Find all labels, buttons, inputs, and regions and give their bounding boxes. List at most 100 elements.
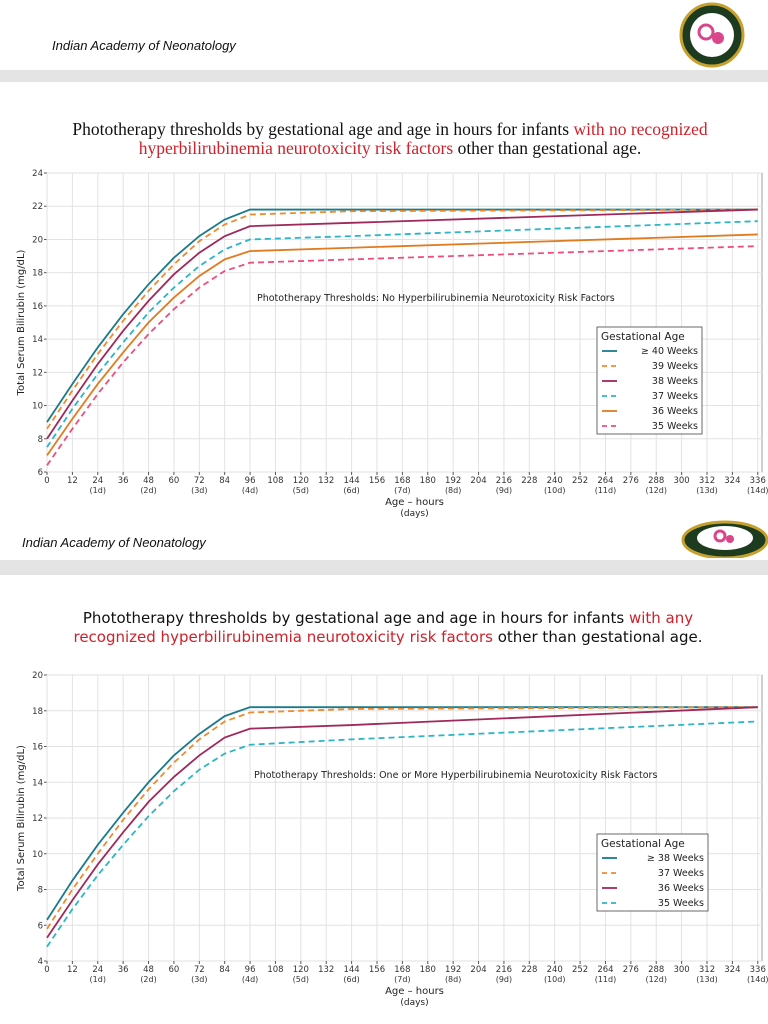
x-tick-label: 24: [92, 476, 103, 486]
x-tick-label: 228: [521, 476, 537, 486]
day-tick-label: (7d): [394, 975, 410, 984]
y-tick-label: 6: [38, 921, 43, 931]
series-line: [46, 233, 758, 456]
x-tick-label: 276: [623, 965, 639, 975]
series-line: [46, 208, 758, 430]
x-tick-label: 336: [750, 476, 766, 486]
title-part: with no recognized hyperbilirubinemia ne…: [138, 119, 708, 158]
y-tick-label: 16: [32, 302, 43, 312]
x-tick-label: 132: [318, 476, 334, 486]
x-tick-label: 168: [394, 965, 410, 975]
y-tick-label: 4: [38, 957, 43, 967]
day-tick-label: (10d): [544, 975, 566, 984]
y-tick-label: 6: [38, 468, 43, 478]
day-tick-label: (2d): [140, 486, 156, 495]
y-tick-label: 10: [32, 850, 43, 860]
y-tick-label: 12: [32, 368, 43, 378]
logo: [681, 520, 768, 558]
x-tick-label: 108: [267, 476, 283, 486]
x-tick-label: 240: [547, 476, 563, 486]
legend-label: 39 Weeks: [652, 361, 698, 372]
day-tick-label: (8d): [445, 975, 461, 984]
day-tick-label: (11d): [595, 486, 617, 495]
day-tick-label: (7d): [394, 486, 410, 495]
y-tick-label: 20: [32, 235, 43, 245]
x-tick-label: 48: [143, 965, 154, 975]
x-tick-label: 312: [699, 476, 715, 486]
legend-label: 37 Weeks: [658, 868, 704, 879]
day-tick-label: (2d): [140, 975, 156, 984]
day-tick-label: (14d): [747, 975, 768, 984]
x-axis-sublabel: (days): [400, 509, 428, 519]
y-axis-label: Total Serum Bilirubin (mg/dL): [16, 745, 27, 892]
day-tick-label: (12d): [645, 975, 667, 984]
y-tick-label: 14: [32, 778, 43, 788]
day-tick-label: (1d): [90, 486, 106, 495]
day-tick-label: (6d): [343, 486, 359, 495]
x-tick-label: 240: [547, 965, 563, 975]
x-tick-label: 216: [496, 965, 512, 975]
x-tick-label: 24: [92, 965, 103, 975]
x-tick-label: 312: [699, 965, 715, 975]
series-line: [46, 208, 758, 440]
x-tick-label: 300: [673, 965, 689, 975]
legend-label: 35 Weeks: [652, 421, 698, 432]
x-tick-label: 204: [470, 965, 486, 975]
y-axis-label: Total Serum Bilirubin (mg/dL): [16, 249, 27, 396]
x-tick-label: 72: [194, 965, 205, 975]
x-tick-label: 108: [267, 965, 283, 975]
day-tick-label: (5d): [293, 486, 309, 495]
x-tick-label: 276: [623, 476, 639, 486]
day-tick-label: (9d): [496, 975, 512, 984]
day-tick-label: (1d): [90, 975, 106, 984]
day-tick-label: (3d): [191, 486, 207, 495]
x-tick-label: 324: [724, 476, 740, 486]
legend-label: 36 Weeks: [658, 883, 704, 894]
x-tick-label: 36: [118, 476, 129, 486]
series-line: [46, 706, 758, 921]
x-tick-label: 84: [219, 476, 230, 486]
x-tick-label: 96: [245, 476, 256, 486]
legend-title: Gestational Age: [601, 331, 685, 343]
day-tick-label: (13d): [696, 975, 718, 984]
x-tick-label: 216: [496, 476, 512, 486]
day-tick-label: (5d): [293, 975, 309, 984]
legend-box: [596, 326, 703, 435]
y-tick-label: 18: [32, 269, 43, 279]
x-tick-label: 156: [369, 476, 385, 486]
x-tick-label: 180: [420, 965, 436, 975]
x-tick-label: 252: [572, 476, 588, 486]
annotation: Phototherapy Thresholds: No Hyperbilirub…: [257, 293, 615, 304]
day-tick-label: (3d): [191, 975, 207, 984]
series-line: [46, 208, 758, 423]
y-tick-label: 22: [32, 202, 43, 212]
x-tick-label: 120: [293, 965, 309, 975]
x-tick-label: 60: [169, 965, 180, 975]
day-tick-label: (8d): [445, 486, 461, 495]
x-tick-label: 60: [169, 476, 180, 486]
x-tick-label: 288: [648, 965, 664, 975]
x-tick-label: 132: [318, 965, 334, 975]
legend-label: 35 Weeks: [658, 898, 704, 909]
x-tick-label: 228: [521, 965, 537, 975]
annotation: Phototherapy Thresholds: One or More Hyp…: [254, 770, 657, 781]
x-tick-label: 36: [118, 965, 129, 975]
day-tick-label: (13d): [696, 486, 718, 495]
series-line: [46, 220, 758, 448]
y-tick-label: 8: [38, 435, 43, 445]
day-tick-label: (12d): [645, 486, 667, 495]
series-line: [46, 720, 758, 948]
x-tick-label: 288: [648, 476, 664, 486]
y-tick-label: 10: [32, 402, 43, 412]
legend-label: 36 Weeks: [652, 406, 698, 417]
y-tick-label: 8: [38, 886, 43, 896]
x-tick-label: 84: [219, 965, 230, 975]
series-line: [46, 706, 758, 930]
x-axis-sublabel: (days): [400, 998, 428, 1008]
logo: [679, 2, 745, 68]
x-tick-label: 336: [750, 965, 766, 975]
y-tick-label: 14: [32, 335, 43, 345]
x-tick-label: 96: [245, 965, 256, 975]
